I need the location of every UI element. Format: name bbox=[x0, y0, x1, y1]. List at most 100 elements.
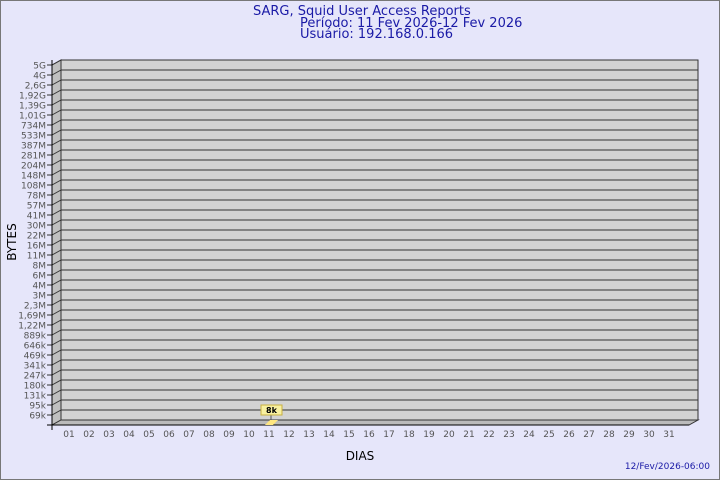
gridline-side bbox=[51, 269, 62, 276]
y-tick-label: 57M bbox=[27, 202, 46, 212]
x-tick-label: 25 bbox=[543, 430, 554, 440]
gridline-side bbox=[51, 99, 62, 106]
x-tick-label: 05 bbox=[143, 430, 154, 440]
gridline-side bbox=[51, 189, 62, 196]
y-tick-label: 4G bbox=[33, 72, 46, 82]
x-tick-label: 14 bbox=[323, 430, 335, 440]
gridline-side bbox=[51, 79, 62, 86]
y-tick-label: 1,22M bbox=[18, 322, 46, 332]
y-tick-label: 41M bbox=[27, 212, 46, 222]
x-tick-label: 29 bbox=[623, 430, 635, 440]
gridline-side bbox=[51, 129, 62, 136]
gridline-side bbox=[51, 219, 62, 226]
plot-floor bbox=[50, 419, 700, 426]
x-tick-label: 18 bbox=[403, 430, 415, 440]
y-tick-label: 78M bbox=[27, 192, 46, 202]
gridline-side bbox=[51, 309, 62, 316]
y-axis-title: BYTES bbox=[5, 223, 19, 260]
y-tick-label: 281M bbox=[21, 152, 46, 162]
footer-date: 12/Fev/2026-06:00 bbox=[624, 462, 710, 472]
gridline-side bbox=[51, 299, 62, 306]
gridline-side bbox=[51, 179, 62, 186]
gridline-side bbox=[51, 149, 62, 156]
y-tick-label: 734M bbox=[21, 122, 46, 132]
x-tick-label: 22 bbox=[483, 430, 494, 440]
x-tick-label: 15 bbox=[343, 430, 354, 440]
x-tick-label: 10 bbox=[243, 430, 255, 440]
y-tick-label: 204M bbox=[21, 162, 46, 172]
gridline-side bbox=[51, 159, 62, 166]
gridline-side bbox=[51, 349, 62, 356]
y-tick-label: 69k bbox=[29, 412, 46, 422]
x-tick-label: 16 bbox=[363, 430, 375, 440]
gridline-side bbox=[51, 259, 62, 266]
x-axis-title: DIAS bbox=[346, 449, 375, 463]
gridline-side bbox=[51, 389, 62, 396]
y-tick-label: 469k bbox=[24, 352, 47, 362]
x-tick-label: 07 bbox=[183, 430, 194, 440]
x-tick-label: 09 bbox=[223, 430, 235, 440]
gridline-side bbox=[51, 399, 62, 406]
gridline-side bbox=[51, 409, 62, 416]
gridline-side bbox=[51, 69, 62, 76]
y-tick-label: 646k bbox=[24, 342, 47, 352]
y-tick-label: 2,6G bbox=[25, 82, 46, 92]
y-tick-label: 148M bbox=[21, 172, 46, 182]
y-tick-label: 8M bbox=[33, 262, 47, 272]
y-tick-label: 341k bbox=[24, 362, 47, 372]
chart-period: Período: 11 Fev 2026-12 Fev 2026 bbox=[300, 16, 523, 31]
x-tick-label: 02 bbox=[83, 430, 94, 440]
y-tick-label: 180k bbox=[24, 382, 47, 392]
gridline-side bbox=[51, 59, 62, 66]
x-tick-label: 31 bbox=[663, 430, 674, 440]
x-tick-label: 04 bbox=[123, 430, 135, 440]
x-tick-label: 06 bbox=[163, 430, 175, 440]
gridline-side bbox=[51, 329, 62, 336]
y-tick-label: 95k bbox=[29, 402, 46, 412]
x-tick-label: 20 bbox=[443, 430, 455, 440]
y-tick-label: 6M bbox=[33, 272, 47, 282]
x-tick-label: 30 bbox=[643, 430, 655, 440]
chart-title: SARG, Squid User Access Reports bbox=[253, 4, 471, 19]
x-tick-label: 23 bbox=[503, 430, 514, 440]
x-tick-label: 17 bbox=[383, 430, 394, 440]
x-tick-label: 27 bbox=[583, 430, 594, 440]
y-tick-label: 3M bbox=[33, 292, 47, 302]
y-tick-label: 387M bbox=[21, 142, 46, 152]
x-tick-label: 03 bbox=[103, 430, 114, 440]
x-tick-label: 19 bbox=[423, 430, 435, 440]
y-tick-label: 16M bbox=[27, 242, 46, 252]
gridline-side bbox=[51, 229, 62, 236]
gridline-side bbox=[51, 369, 62, 376]
gridline-side bbox=[51, 169, 62, 176]
gridline-side bbox=[51, 249, 62, 256]
y-tick-label: 22M bbox=[27, 232, 46, 242]
bar-label: 8k bbox=[266, 406, 278, 415]
gridline-side bbox=[51, 199, 62, 206]
gridline-side bbox=[51, 319, 62, 326]
x-tick-label: 01 bbox=[63, 430, 74, 440]
y-tick-label: 108M bbox=[21, 182, 46, 192]
x-tick-label: 24 bbox=[523, 430, 535, 440]
y-tick-label: 4M bbox=[33, 282, 47, 292]
gridline-side bbox=[51, 289, 62, 296]
x-tick-label: 08 bbox=[203, 430, 215, 440]
y-tick-label: 533M bbox=[21, 132, 46, 142]
y-tick-label: 889k bbox=[24, 332, 47, 342]
gridline-side bbox=[51, 109, 62, 116]
y-tick-label: 1,01G bbox=[19, 112, 46, 122]
x-tick-label: 26 bbox=[563, 430, 575, 440]
y-tick-label: 247k bbox=[24, 372, 47, 382]
x-tick-label: 12 bbox=[283, 430, 294, 440]
gridline-side bbox=[51, 209, 62, 216]
x-tick-label: 21 bbox=[463, 430, 474, 440]
x-tick-label: 13 bbox=[303, 430, 314, 440]
gridline-side bbox=[51, 239, 62, 246]
gridline-side bbox=[51, 379, 62, 386]
y-tick-label: 2,3M bbox=[24, 302, 46, 312]
y-tick-label: 1,92G bbox=[19, 92, 46, 102]
y-tick-label: 30M bbox=[27, 222, 46, 232]
y-tick-label: 11M bbox=[27, 252, 46, 262]
x-tick-label: 11 bbox=[263, 430, 274, 440]
